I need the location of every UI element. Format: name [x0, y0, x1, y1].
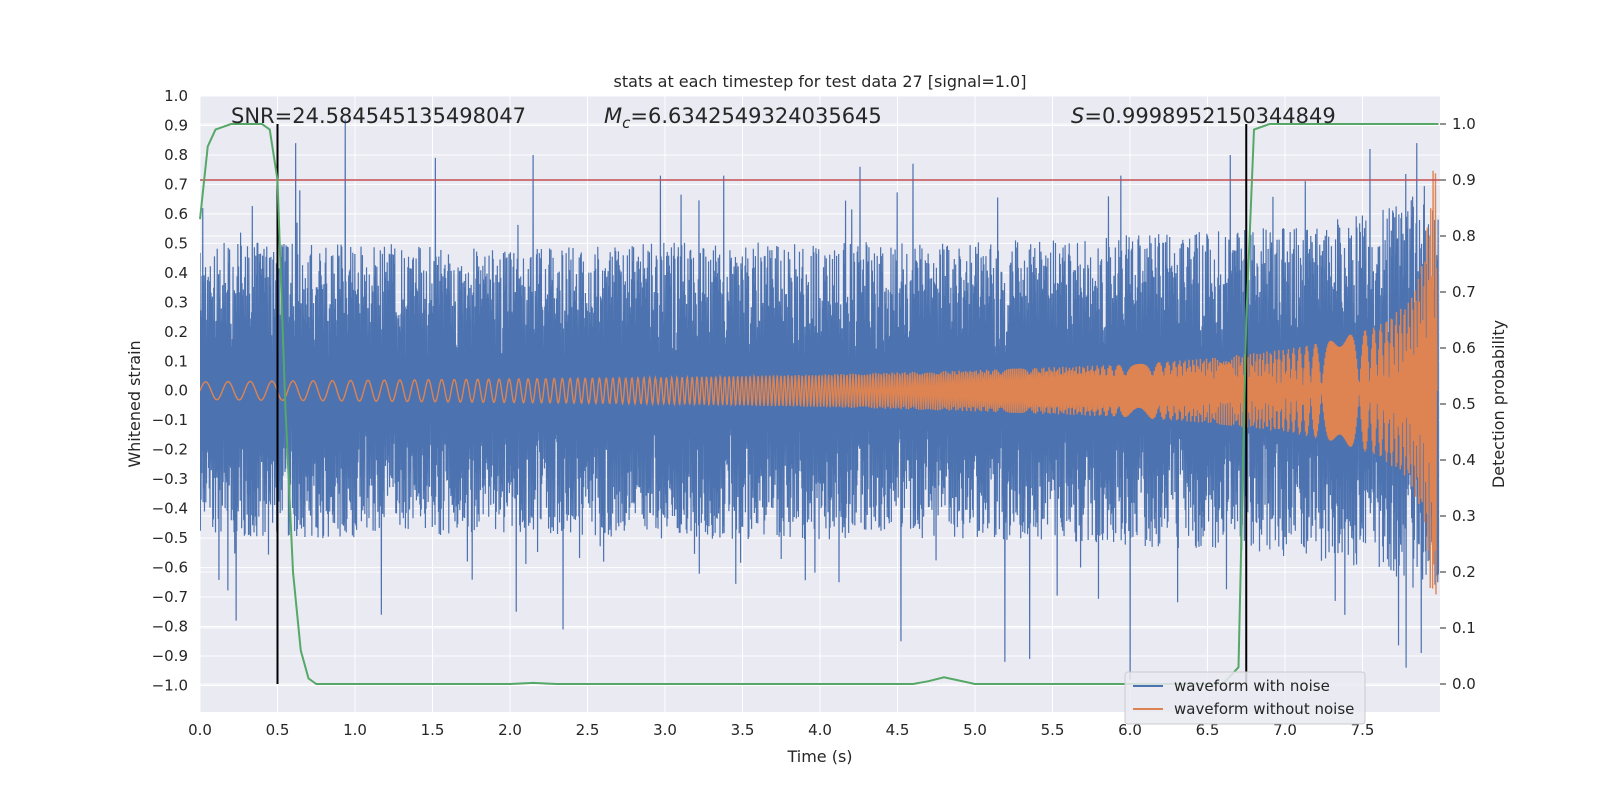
x-tick-label: 0.5 — [266, 721, 290, 739]
y2-tick-label: 0.7 — [1452, 283, 1476, 301]
series-waveform-without-noise — [200, 170, 1438, 595]
y-tick-label: −0.6 — [152, 559, 188, 577]
x-tick-label: 6.5 — [1196, 721, 1220, 739]
x-tick-label: 7.0 — [1273, 721, 1297, 739]
x-tick-label: 1.5 — [421, 721, 445, 739]
y-tick-label: 0.0 — [164, 382, 188, 400]
y2-tick-label: 0.4 — [1452, 451, 1476, 469]
score-value: =0.9998952150344849 — [1084, 104, 1335, 128]
x-tick-label: 0.0 — [188, 721, 212, 739]
x-tick-label: 4.5 — [886, 721, 910, 739]
y-tick-label: 0.3 — [164, 293, 188, 311]
y2-tick-label: 0.6 — [1452, 339, 1476, 357]
x-tick-label: 6.0 — [1118, 721, 1142, 739]
y-tick-label: 1.0 — [164, 87, 188, 105]
y2-axis-label: Detection probability — [1489, 320, 1508, 488]
x-tick-label: 2.5 — [576, 721, 600, 739]
y-tick-label: −0.9 — [152, 647, 188, 665]
chirp-mass-annotation: Mc=6.6342549324035645 — [604, 104, 882, 132]
legend-label-noise: waveform with noise — [1174, 677, 1330, 695]
y-tick-label: −0.4 — [152, 500, 188, 518]
y-tick-label: −0.8 — [152, 618, 188, 636]
x-tick-label: 2.0 — [498, 721, 522, 739]
y2-tick-label: 0.8 — [1452, 227, 1476, 245]
series-detection-probability — [199, 123, 1439, 685]
legend-label-clean: waveform without noise — [1174, 700, 1354, 718]
y2-tick-label: 0.2 — [1452, 563, 1476, 581]
y-tick-label: 0.6 — [164, 205, 188, 223]
y2-tick-label: 1.0 — [1452, 115, 1476, 133]
score-annotation: S=0.9998952150344849 — [1071, 104, 1336, 128]
y-tick-label: −1.0 — [152, 676, 188, 694]
y-tick-label: 0.8 — [164, 146, 188, 164]
series-waveform-with-noise — [200, 119, 1440, 680]
legend: waveform with noise waveform without noi… — [1124, 671, 1366, 725]
y2-tick-label: 0.5 — [1452, 395, 1476, 413]
y-tick-label: 0.4 — [164, 264, 188, 282]
y-tick-label: 0.9 — [164, 116, 188, 134]
chart-title: stats at each timestep for test data 27 … — [614, 72, 1027, 91]
x-tick-label: 1.0 — [343, 721, 367, 739]
snr-annotation: SNR=24.584545135498047 — [231, 104, 526, 128]
x-tick-label: 4.0 — [808, 721, 832, 739]
chirp-mass-value: =6.6342549324035645 — [630, 104, 881, 128]
legend-box — [1124, 671, 1366, 725]
x-tick-label: 5.0 — [963, 721, 987, 739]
y2-tick-label: 0.3 — [1452, 507, 1476, 525]
x-tick-label: 3.0 — [653, 721, 677, 739]
y-axis-label: Whitened strain — [125, 340, 144, 467]
tick-labels: 0.0 0.5 1.0 1.5 2.0 2.5 3.0 3.5 4.0 4.5 5.0 5.5 6.0 6… — [152, 87, 1476, 739]
x-tick-label: 5.5 — [1041, 721, 1065, 739]
x-tick-label: 3.5 — [731, 721, 755, 739]
y2-tick-label: 0.1 — [1452, 619, 1476, 637]
y-tick-label: −0.2 — [152, 441, 188, 459]
y-tick-label: 0.1 — [164, 352, 188, 370]
y-tick-label: −0.1 — [152, 411, 188, 429]
y-tick-label: −0.7 — [152, 588, 188, 606]
y-tick-label: 0.7 — [164, 175, 188, 193]
series-layer — [200, 119, 1440, 680]
x-axis-label: Time (s) — [786, 747, 852, 766]
chirp-mass-symbol: M — [604, 104, 622, 128]
y-tick-label: 0.2 — [164, 323, 188, 341]
y2-tick-label: 0.9 — [1452, 171, 1476, 189]
overlay-lines — [199, 123, 1440, 685]
y-tick-label: 0.5 — [164, 234, 188, 252]
y2-tick-label: 0.0 — [1452, 675, 1476, 693]
y-tick-label: −0.5 — [152, 529, 188, 547]
x-tick-label: 7.5 — [1351, 721, 1375, 739]
chirp-mass-subscript: c — [622, 114, 631, 132]
y-tick-label: −0.3 — [152, 470, 188, 488]
score-symbol: S — [1071, 104, 1084, 128]
